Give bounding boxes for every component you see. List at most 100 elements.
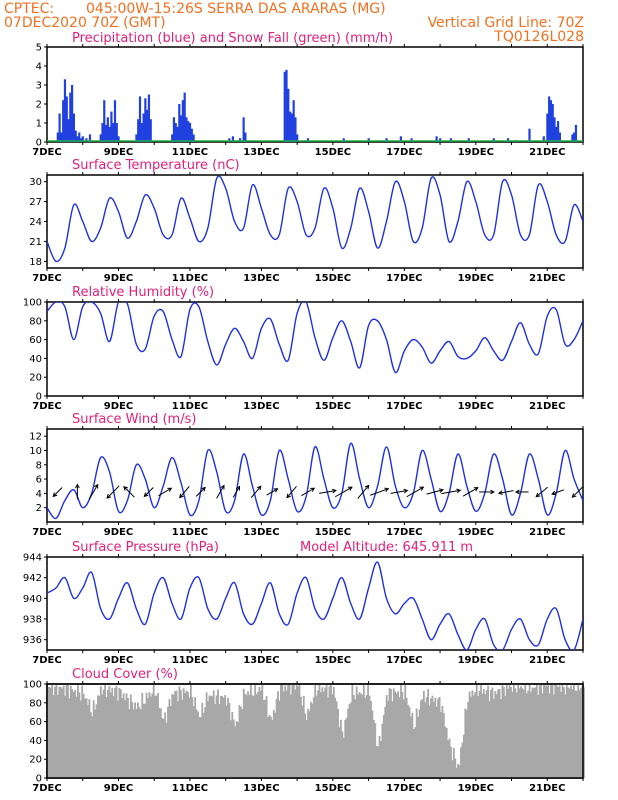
cloud-bar	[431, 695, 434, 778]
precip-bar	[101, 123, 104, 142]
precip-bar	[88, 134, 92, 142]
precip-bar	[187, 121, 190, 142]
wind-vector-head	[438, 488, 444, 493]
temp-ytick-label: 30	[29, 177, 42, 188]
precip-bar	[174, 123, 177, 142]
cloud-bar	[57, 694, 59, 778]
precip-bar	[78, 132, 81, 142]
cloud-bar	[471, 690, 474, 778]
cloud-title: Cloud Cover (%)	[72, 667, 178, 682]
cloud-bar	[442, 713, 445, 778]
cloud-bar	[117, 700, 119, 778]
cloud-bar	[207, 701, 209, 778]
wind-vector	[301, 487, 315, 497]
cloud-bar	[184, 692, 187, 778]
cloud-bar	[108, 686, 111, 778]
cloud-bar	[568, 688, 571, 778]
cloud-bar	[231, 711, 234, 778]
cloud-bar	[127, 697, 129, 778]
cloud-bar	[392, 688, 395, 778]
cloud-bar	[85, 698, 88, 778]
cloud-bar	[357, 694, 359, 778]
cloud-bar	[451, 760, 454, 778]
precip-bar	[558, 132, 561, 142]
wind-vector	[216, 485, 225, 499]
cloud-bar	[251, 695, 254, 778]
cloud-bar	[55, 684, 58, 778]
cloud-bar	[567, 687, 570, 778]
wind-frame	[46, 428, 584, 523]
cloud-bar	[239, 706, 242, 778]
precip-bar	[138, 96, 142, 142]
cloud-bar	[65, 684, 68, 778]
precip-bar	[112, 123, 115, 142]
precip-bar	[290, 113, 293, 142]
rh-frame	[46, 301, 584, 397]
wind-xtick-label: 7DEC	[32, 527, 61, 538]
wind-vector-head	[514, 489, 520, 495]
wind-ytick-label: 10	[29, 446, 42, 457]
cloud-bar	[101, 694, 104, 778]
cloud-bar	[420, 700, 422, 778]
cloud-bar	[331, 694, 334, 778]
precip-bar	[65, 96, 68, 142]
cloud-bar	[348, 703, 351, 778]
cloud-bar	[119, 689, 122, 778]
cloud-bar	[541, 693, 544, 778]
precip-bar	[188, 123, 192, 142]
cloud-bar	[491, 687, 494, 778]
cloud-bar	[552, 694, 555, 778]
cloud-bar	[272, 709, 275, 778]
precip-bar	[548, 96, 551, 142]
cloud-bar	[334, 697, 337, 778]
cloud-bar	[522, 689, 525, 778]
pres-ytick-label: 944	[23, 553, 42, 564]
cloud-bar	[277, 691, 279, 778]
temp-frame	[46, 174, 584, 269]
cloud-bar	[192, 706, 195, 778]
precip-bar	[283, 71, 286, 142]
precip-bar	[135, 134, 138, 142]
cloud-bar	[77, 685, 79, 778]
cloud-bar	[511, 691, 514, 778]
cloud-bar	[390, 689, 392, 778]
cloud-bar	[69, 685, 72, 778]
cloud-bar	[179, 690, 182, 778]
wind-vector	[144, 487, 154, 497]
cloud-xtick-label: 11DEC	[172, 783, 208, 794]
cloud-bar	[337, 708, 339, 778]
cloud-bar	[350, 702, 352, 778]
wind-vector-head	[220, 484, 225, 490]
cloud-bar	[214, 704, 217, 778]
cloud-bar	[518, 688, 521, 778]
cloud-bar	[311, 703, 314, 778]
cloud-bar	[177, 701, 179, 778]
wind-vector-head	[473, 487, 479, 492]
wind-vector	[441, 489, 461, 495]
cloud-bar	[422, 690, 425, 778]
cloud-panel: 0 20 40 60 80 100 7DEC 9DEC 11DEC 13DEC 15DEC 17DEC…	[23, 680, 585, 794]
cloud-ytick-label: 20	[29, 755, 42, 766]
cloud-bar	[249, 685, 252, 778]
temp-ytick-label: 27	[29, 197, 42, 208]
cloud-bar	[517, 684, 520, 778]
cloud-bar	[560, 691, 562, 778]
cloud-bar	[448, 738, 451, 778]
temp-xtick-label: 7DEC	[32, 273, 61, 284]
temp-xtick-label: 21DEC	[529, 273, 565, 284]
cloud-bar	[82, 693, 85, 778]
cloud-bar	[152, 684, 155, 778]
precip-bar	[439, 138, 442, 142]
cloud-bar	[318, 684, 321, 778]
header-grid-note: Vertical Grid Line: 70Z	[428, 15, 584, 31]
cloud-bar	[351, 684, 354, 778]
cloud-bar	[229, 720, 232, 778]
cloud-bar	[48, 686, 51, 778]
cloud-bar	[364, 697, 367, 778]
cloud-bar	[391, 701, 394, 778]
rh-ytick-label: 20	[29, 373, 42, 384]
cloud-bar	[122, 693, 125, 778]
cloud-bar	[325, 684, 328, 778]
temp-xtick-label: 17DEC	[386, 273, 422, 284]
